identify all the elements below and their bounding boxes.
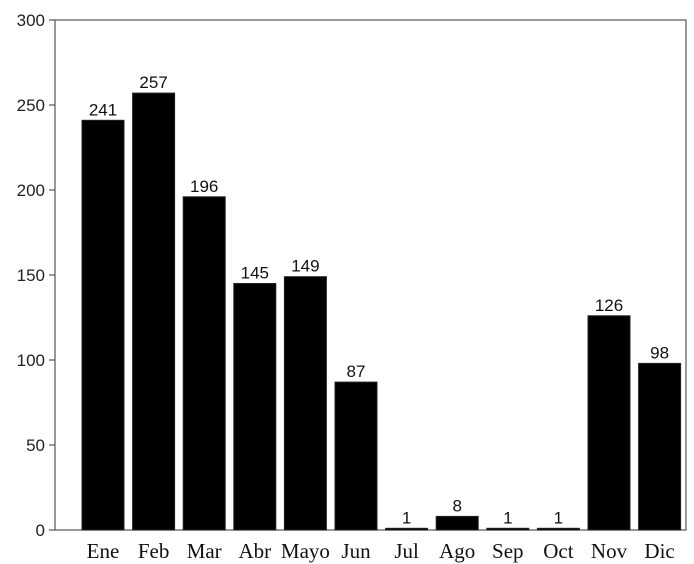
bar-value-label: 1: [503, 508, 512, 527]
x-category-label: Sep: [492, 539, 524, 563]
bar: [385, 527, 429, 531]
bar-value-label: 126: [595, 296, 623, 315]
bar-value-label: 145: [241, 264, 269, 283]
bar-value-label: 196: [190, 177, 218, 196]
value-labels-group: 241 257 196 145 149 87 1 8 1 1 126 98: [89, 73, 669, 527]
bar: [233, 283, 277, 531]
bar: [638, 362, 682, 531]
x-category-label: Dic: [644, 539, 674, 563]
x-category-label: Mar: [187, 539, 222, 563]
bar-value-label: 87: [347, 362, 366, 381]
y-axis: 0 50 100 150 200 250 300: [17, 11, 55, 540]
x-category-label: Mayo: [281, 539, 330, 563]
bar: [486, 527, 530, 531]
bar-value-label: 241: [89, 100, 117, 119]
bar-value-label: 149: [291, 257, 319, 276]
bar: [536, 527, 580, 531]
x-category-label: Jun: [341, 539, 371, 563]
bars-group: [81, 92, 682, 531]
x-category-label: Oct: [543, 539, 573, 563]
x-axis: Ene Feb Mar Abr Mayo Jun Jul Ago Sep Oct Nov Dic: [87, 539, 675, 563]
x-category-label: Abr: [238, 539, 271, 563]
x-category-label: Jul: [394, 539, 419, 563]
bar: [81, 119, 125, 531]
bar: [587, 315, 631, 531]
bar-value-label: 1: [402, 508, 411, 527]
bar-value-label: 8: [452, 496, 461, 515]
bar-value-label: 257: [139, 73, 167, 92]
y-tick-label: 200: [17, 181, 45, 200]
y-tick-label: 0: [36, 521, 45, 540]
bar: [283, 276, 327, 531]
bar: [435, 515, 479, 531]
bar-value-label: 1: [554, 508, 563, 527]
y-tick-label: 100: [17, 351, 45, 370]
bar-value-label: 98: [650, 343, 669, 362]
x-category-label: Feb: [138, 539, 170, 563]
x-category-label: Nov: [591, 539, 628, 563]
y-tick-label: 300: [17, 11, 45, 30]
y-tick-label: 150: [17, 266, 45, 285]
y-tick-label: 250: [17, 96, 45, 115]
x-category-label: Ago: [439, 539, 475, 563]
bar: [132, 92, 176, 531]
bar: [334, 381, 378, 531]
bar: [182, 196, 226, 531]
y-tick-label: 50: [26, 436, 45, 455]
x-category-label: Ene: [87, 539, 120, 563]
